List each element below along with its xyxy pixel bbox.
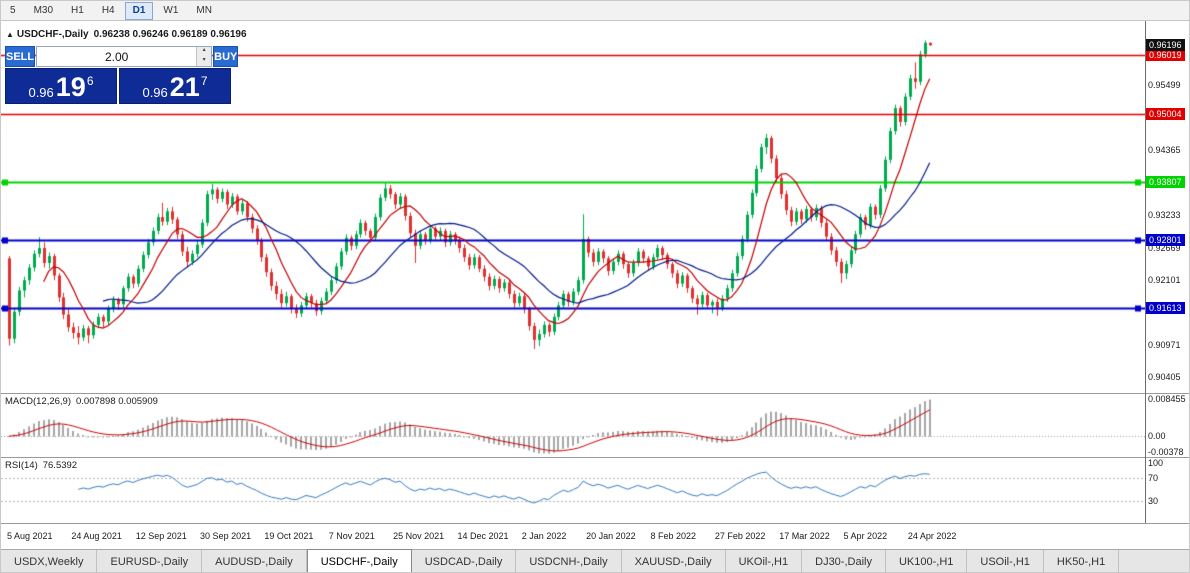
volume-down-icon[interactable]: ▾ xyxy=(197,56,212,66)
date-axis[interactable]: 5 Aug 2021 24 Aug 2021 12 Sep 2021 30 Sep 2… xyxy=(1,524,1145,549)
chart-tab-dj30-daily[interactable]: DJ30-,Daily xyxy=(802,550,886,572)
timeframe-button-m30[interactable]: M30 xyxy=(33,4,54,16)
rsi-tick-label: 100 xyxy=(1148,458,1164,468)
date-tick-label: 8 Feb 2022 xyxy=(650,531,697,541)
rsi-value: 76.5392 xyxy=(42,460,78,471)
price-tick-label: 0.94365 xyxy=(1148,145,1181,156)
macd-tick-label: -0.00378 xyxy=(1148,447,1184,457)
sell-button[interactable]: SELL xyxy=(5,46,36,67)
buy-price-display[interactable]: 0.96 21 7 xyxy=(119,68,231,104)
buy-price-prefix: 0.96 xyxy=(142,85,168,100)
panel-separator-macd[interactable] xyxy=(1,393,1189,394)
buy-price-main: 21 xyxy=(169,72,200,103)
macd-tick-label: 0.00 xyxy=(1148,431,1166,442)
rsi-title: RSI(14) xyxy=(5,460,38,471)
date-tick-label: 7 Nov 2021 xyxy=(328,531,375,541)
chart-tab-hk50-h1[interactable]: HK50-,H1 xyxy=(1043,550,1120,572)
timeframe-button-5[interactable]: 5 xyxy=(10,4,16,16)
date-tick-label: 17 Mar 2022 xyxy=(779,531,830,541)
timeframe-toolbar: 5 M30 H1 H4 D1 W1 MN xyxy=(1,1,1189,21)
volume-box: ▴ ▾ xyxy=(36,46,213,67)
price-tick-label: 0.95499 xyxy=(1148,80,1181,91)
price-tick-label: 0.93233 xyxy=(1148,210,1181,221)
chart-ohlc-values: 0.96238 0.96246 0.96189 0.96196 xyxy=(93,29,247,40)
date-tick-label: 24 Apr 2022 xyxy=(907,531,957,541)
date-tick-label: 20 Jan 2022 xyxy=(586,531,636,541)
oneclick-panel-toggle-icon[interactable]: ▲ xyxy=(6,30,14,39)
date-tick-label: 27 Feb 2022 xyxy=(714,531,766,541)
chart-tab-usdchf-daily[interactable]: USDCHF-,Daily xyxy=(306,549,412,572)
chart-tab-bar: USDX,Weekly EURUSD-,Daily AUDUSD-,Daily USD… xyxy=(1,549,1189,572)
price-tick-label: 0.92669 xyxy=(1148,242,1181,253)
price-axis-separator xyxy=(1145,21,1146,523)
price-tick-label: 0.92101 xyxy=(1148,275,1181,286)
price-tick-label: 0.90971 xyxy=(1148,339,1181,350)
macd-axis[interactable]: 0.008455 0.00 -0.00378 xyxy=(1146,394,1189,457)
date-tick-label: 14 Dec 2021 xyxy=(457,531,509,541)
chart-tab-eurusd-daily[interactable]: EURUSD-,Daily xyxy=(97,550,203,572)
hline-price-label[interactable]: 0.96019 xyxy=(1146,49,1185,62)
rsi-indicator-canvas[interactable] xyxy=(1,458,1145,523)
rsi-label: RSI(14) 76.5392 xyxy=(5,460,77,471)
hline-price-label[interactable]: 0.93807 xyxy=(1146,176,1185,189)
chart-tab-uk100-h1[interactable]: UK100-,H1 xyxy=(885,550,968,572)
date-tick-label: 5 Aug 2021 xyxy=(7,531,53,541)
chart-tab-usoil-h1[interactable]: USOil-,H1 xyxy=(967,550,1044,572)
price-tick-label: 0.90405 xyxy=(1148,372,1181,383)
date-tick-label: 2 Jan 2022 xyxy=(521,531,567,541)
chart-tab-usdx-weekly[interactable]: USDX,Weekly xyxy=(1,550,98,572)
chart-tab-ukoil-h1[interactable]: UKOil-,H1 xyxy=(725,550,803,572)
chart-tab-audusd-daily[interactable]: AUDUSD-,Daily xyxy=(202,550,307,572)
date-tick-label: 5 Apr 2022 xyxy=(843,531,888,541)
date-tick-label: 19 Oct 2021 xyxy=(264,531,314,541)
timeframe-button-d1[interactable]: D1 xyxy=(124,1,154,20)
date-tick-label: 30 Sep 2021 xyxy=(200,531,252,541)
sell-price-prefix: 0.96 xyxy=(28,85,54,100)
panel-separator-rsi[interactable] xyxy=(1,457,1189,458)
macd-indicator-canvas[interactable] xyxy=(1,394,1145,457)
hline-price-label[interactable]: 0.91613 xyxy=(1146,302,1185,315)
macd-label: MACD(12,26,9) 0.007898 0.005909 xyxy=(5,396,158,407)
timeframe-button-h1[interactable]: H1 xyxy=(71,4,84,16)
rsi-tick-label: 70 xyxy=(1148,473,1159,484)
timeframe-button-h4[interactable]: H4 xyxy=(101,4,115,16)
date-tick-label: 12 Sep 2021 xyxy=(135,531,187,541)
chart-tab-usdcnh-daily[interactable]: USDCNH-,Daily xyxy=(516,550,622,572)
rsi-axis[interactable]: 100 70 30 xyxy=(1146,458,1189,523)
rsi-tick-label: 30 xyxy=(1148,495,1159,506)
chart-title: ▲ USDCHF-,Daily 0.96238 0.96246 0.96189 0.… xyxy=(6,29,247,40)
buy-price-pip: 7 xyxy=(200,74,208,88)
last-price-label: 0.96196 xyxy=(1146,39,1185,52)
chart-symbol-label: USDCHF-,Daily xyxy=(16,29,89,40)
date-tick-label: 25 Nov 2021 xyxy=(393,531,445,541)
macd-tick-label: 0.008455 xyxy=(1148,394,1186,404)
macd-title: MACD(12,26,9) xyxy=(5,396,71,407)
date-axis-separator xyxy=(1,523,1189,524)
volume-up-icon[interactable]: ▴ xyxy=(197,47,212,57)
price-axis[interactable]: 0.95499 0.94365 0.93233 0.92669 0.92101 0.909… xyxy=(1146,21,1189,393)
one-click-trading-panel: SELL ▴ ▾ BUY 0.96 19 6 0.96 21 7 xyxy=(5,46,239,104)
macd-values: 0.007898 0.005909 xyxy=(76,396,158,407)
sell-price-pip: 6 xyxy=(86,74,94,88)
volume-input[interactable] xyxy=(37,47,197,66)
chart-tab-xauusd-daily[interactable]: XAUUSD-,Daily xyxy=(621,550,726,572)
hline-price-label[interactable]: 0.92801 xyxy=(1146,233,1185,246)
timeframe-button-mn[interactable]: MN xyxy=(196,4,212,16)
volume-spinner: ▴ ▾ xyxy=(196,47,212,66)
buy-button[interactable]: BUY xyxy=(213,46,239,67)
hline-price-label[interactable]: 0.95004 xyxy=(1146,107,1185,120)
timeframe-button-w1[interactable]: W1 xyxy=(163,4,179,16)
sell-price-main: 19 xyxy=(55,72,86,103)
chart-tab-usdcad-daily[interactable]: USDCAD-,Daily xyxy=(411,550,517,572)
sell-price-display[interactable]: 0.96 19 6 xyxy=(5,68,117,104)
date-tick-label: 24 Aug 2021 xyxy=(71,531,122,541)
